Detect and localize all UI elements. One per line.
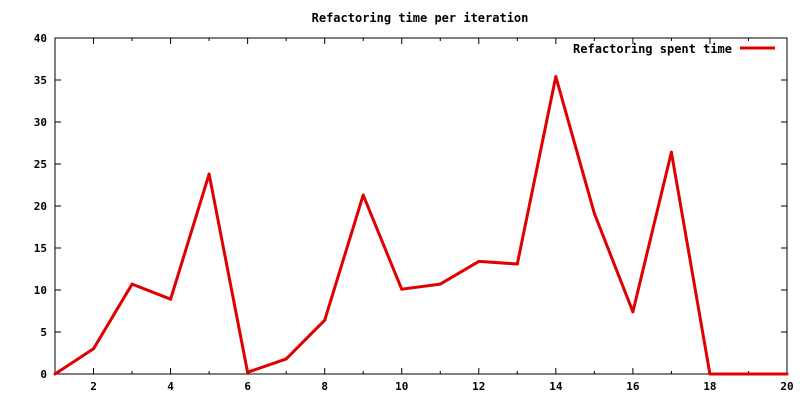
data-point [53, 372, 57, 376]
data-point [169, 297, 173, 301]
x-tick-label: 14 [549, 380, 563, 393]
data-point [708, 372, 712, 376]
x-tick-label: 12 [472, 380, 485, 393]
data-point [207, 172, 211, 176]
data-point [515, 262, 519, 266]
y-axis: 0 5 10 15 20 25 30 35 40 [34, 32, 787, 381]
data-point [246, 370, 250, 374]
plot-border [54, 37, 788, 375]
y-tick-label: 20 [34, 200, 47, 213]
x-tick-label: 6 [244, 380, 251, 393]
y-tick-label: 15 [34, 242, 47, 255]
data-point [323, 318, 327, 322]
x-tick-label: 20 [780, 380, 793, 393]
legend: Refactoring spent time [573, 42, 775, 56]
x-tick-label: 2 [90, 380, 97, 393]
data-point [130, 282, 134, 286]
data-point [669, 150, 673, 154]
y-tick-label: 35 [34, 74, 47, 87]
data-point [400, 287, 404, 291]
y-tick-label: 10 [34, 284, 47, 297]
data-point [477, 259, 481, 263]
data-point [785, 372, 789, 376]
series-layer [53, 75, 789, 376]
x-tick-label: 10 [395, 380, 408, 393]
y-tick-label: 0 [40, 368, 47, 381]
x-tick-label: 4 [167, 380, 174, 393]
legend-label: Refactoring spent time [573, 42, 732, 56]
data-point [631, 310, 635, 314]
data-point [361, 193, 365, 197]
data-point [92, 347, 96, 351]
series-line-0 [54, 75, 787, 376]
data-point [592, 212, 596, 216]
x-tick-label: 8 [321, 380, 328, 393]
y-tick-label: 30 [34, 116, 47, 129]
x-tick-label: 16 [626, 380, 640, 393]
data-point [438, 282, 442, 286]
y-tick-label: 25 [34, 158, 47, 171]
x-tick-label: 18 [703, 380, 716, 393]
chart-title: Refactoring time per iteration [312, 11, 529, 25]
data-point [554, 75, 558, 79]
data-point [746, 372, 750, 376]
y-tick-label: 40 [34, 32, 47, 45]
data-point [284, 357, 288, 361]
y-tick-label: 5 [40, 326, 47, 339]
